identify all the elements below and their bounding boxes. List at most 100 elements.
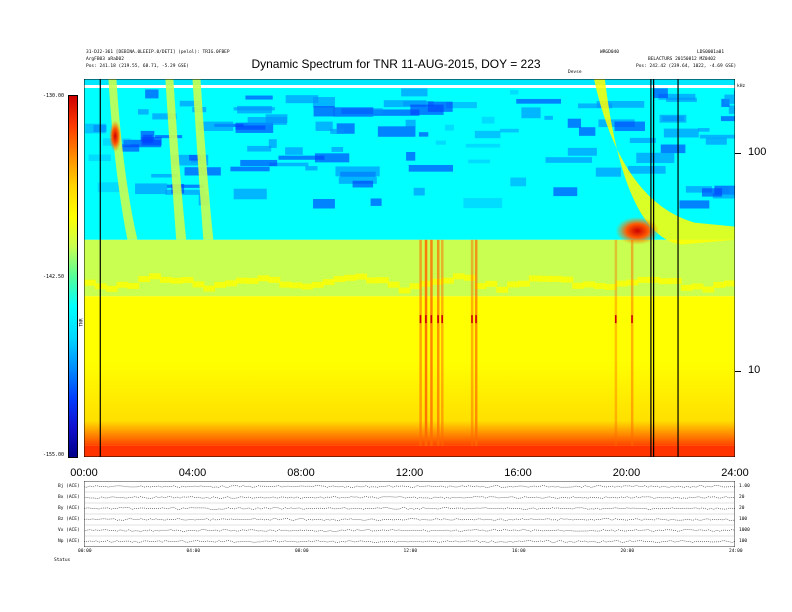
x-tick-label-0: 00:00 — [70, 467, 98, 479]
texture-streak — [314, 153, 350, 163]
texture-streak — [166, 184, 204, 188]
header-right-code: WRGD040 — [600, 50, 619, 55]
texture-ridge — [181, 276, 194, 283]
texture-streak — [578, 127, 596, 136]
header-right-line3: Pos: 242.42 (239.64, 1022, -4.69 GSE) — [636, 64, 737, 69]
texture-ridge — [149, 273, 161, 280]
texture-ridge — [550, 275, 563, 282]
texture-streak — [352, 180, 374, 188]
texture-ridge — [159, 276, 172, 283]
bottom-x-tick-1: 04:00 — [186, 549, 201, 554]
texture-streak — [405, 119, 416, 127]
texture-streak — [663, 128, 699, 138]
bottom-trace-3 — [84, 518, 735, 521]
texture-ridge — [355, 273, 368, 280]
texture-streak — [653, 88, 668, 99]
texture-streak — [312, 97, 335, 108]
burst-5 — [470, 239, 474, 446]
burst-curve-0 — [108, 79, 138, 240]
bottom-row-label-5: Np (ACE) — [58, 539, 80, 544]
texture-streak — [463, 197, 503, 209]
texture-streak — [240, 159, 278, 167]
burst-curve-late — [593, 79, 735, 245]
texture-ridge — [669, 277, 682, 284]
burst-curve-2 — [192, 79, 214, 240]
burst-7 — [614, 239, 618, 446]
texture-ridge — [474, 283, 487, 290]
texture-streak — [481, 116, 495, 124]
texture-ridge — [409, 283, 422, 290]
burst-core-8 — [631, 315, 633, 324]
status-label: Status — [54, 558, 71, 563]
texture-streak — [545, 157, 592, 163]
texture-streak — [697, 128, 710, 132]
texture-ridge — [442, 277, 454, 284]
texture-streak — [235, 122, 274, 133]
texture-ridge — [583, 281, 595, 288]
y-tick-mark-0 — [735, 153, 741, 155]
bottom-x-tick-3: 12:00 — [403, 549, 418, 554]
bottom-trace-5 — [84, 540, 735, 543]
y-tick-label-0: 100 — [748, 146, 767, 159]
texture-ridge — [691, 283, 704, 290]
texture-ridge — [127, 282, 140, 289]
texture-streak — [474, 130, 501, 139]
texture-ridge — [138, 276, 151, 283]
bottom-trace-2 — [84, 507, 735, 510]
colorbar-tick-mid: -142.50 — [43, 274, 65, 280]
texture-streak — [179, 100, 201, 107]
burst-6 — [474, 239, 478, 446]
texture-streak — [315, 121, 333, 131]
burst-curve-1 — [165, 79, 187, 240]
texture-streak — [595, 167, 621, 177]
texture-streak — [145, 89, 159, 99]
texture-streak — [510, 90, 519, 95]
texture-streak — [701, 188, 723, 197]
colorbar-tick-top: -130.00 — [43, 93, 65, 99]
x-tick-label-1: 04:00 — [178, 467, 207, 479]
texture-ridge — [659, 278, 671, 285]
texture-ridge — [376, 277, 389, 284]
burst-8 — [630, 239, 634, 446]
band-top-edge — [84, 79, 735, 85]
header-right-code2: LDS0001a01 — [697, 50, 725, 55]
texture-ridge — [507, 281, 519, 288]
texture-streak — [435, 140, 446, 145]
texture-ridge — [637, 276, 650, 283]
bottom-row-scale-0: 1.00 — [739, 484, 750, 489]
bottom-row-label-2: By (ACE) — [58, 506, 80, 511]
burst-core-0 — [419, 315, 422, 324]
texture-streak — [85, 123, 106, 134]
texture-ridge — [333, 276, 346, 283]
bottom-x-tick-4: 16:00 — [512, 549, 526, 554]
texture-streak — [445, 124, 454, 131]
bottom-x-tick-5: 20:00 — [620, 549, 635, 554]
texture-ridge — [398, 287, 411, 294]
texture-streak — [699, 134, 735, 139]
texture-ridge — [344, 274, 357, 281]
colorbar-tick-bottom: -155.00 — [43, 452, 65, 458]
bottom-x-tick-2: 08:00 — [295, 549, 309, 554]
band-low-gradient — [84, 361, 735, 446]
texture-streak — [152, 113, 177, 120]
texture-streak — [662, 116, 685, 122]
texture-ridge — [366, 277, 378, 284]
texture-ridge — [290, 282, 302, 289]
texture-ridge — [246, 277, 259, 284]
texture-streak — [141, 137, 162, 146]
texture-streak — [614, 121, 645, 132]
texture-streak — [135, 183, 168, 195]
burst-core-6 — [475, 315, 477, 324]
texture-streak — [679, 200, 710, 209]
texture-streak — [313, 198, 335, 209]
texture-streak — [278, 155, 325, 160]
texture-ridge — [539, 275, 552, 282]
texture-ridge — [105, 285, 118, 292]
x-tick-label-4: 16:00 — [504, 467, 532, 479]
texture-ridge — [463, 274, 476, 281]
header-marker-label: Devse — [568, 70, 582, 75]
bottom-row-label-3: Bz (ACE) — [58, 517, 80, 522]
burst-core-3 — [437, 315, 439, 324]
burst-1 — [424, 239, 428, 446]
burst-core-5 — [471, 315, 473, 324]
